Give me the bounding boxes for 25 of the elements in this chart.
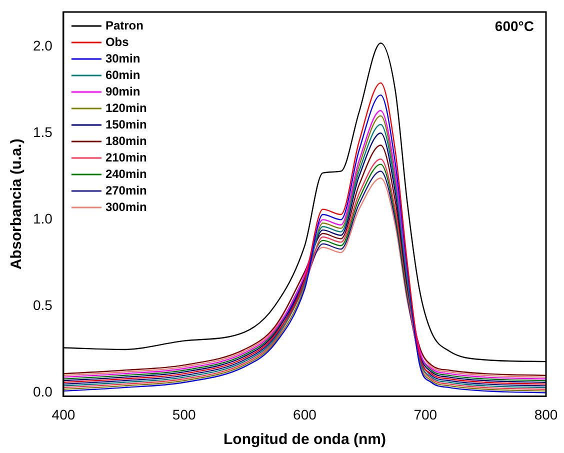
- x-tick-label: 600: [293, 406, 317, 422]
- x-tick-label: 800: [534, 406, 558, 422]
- legend-label: 210min: [105, 150, 147, 164]
- y-tick-label: 2.0: [32, 37, 53, 54]
- legend-label: 90min: [105, 84, 140, 98]
- x-tick-label: 700: [414, 406, 438, 422]
- y-tick-label: 1.5: [32, 124, 53, 140]
- legend-label: 30min: [105, 51, 140, 66]
- legend-label: 270min: [105, 183, 147, 198]
- legend-label: 300min: [105, 200, 147, 214]
- x-axis-title: Longitud de onda (nm): [223, 431, 386, 448]
- y-tick-label: 0.0: [32, 384, 53, 400]
- y-tick-label: 1.0: [32, 210, 53, 227]
- y-axis-title: Absorbancia (u.a.): [8, 138, 26, 270]
- legend-label: 240min: [105, 166, 147, 181]
- legend-label: Patron: [105, 18, 144, 32]
- legend-label: 180min: [105, 134, 147, 148]
- x-tick-label: 400: [52, 406, 76, 422]
- annotation: 600°C: [494, 18, 534, 34]
- x-tick-label: 500: [172, 406, 196, 422]
- legend-label: Obs: [105, 34, 130, 49]
- legend-label: 120min: [105, 100, 147, 115]
- legend-label: 150min: [105, 117, 147, 132]
- y-tick-label: 0.5: [32, 297, 53, 314]
- legend-label: 60min: [105, 68, 140, 82]
